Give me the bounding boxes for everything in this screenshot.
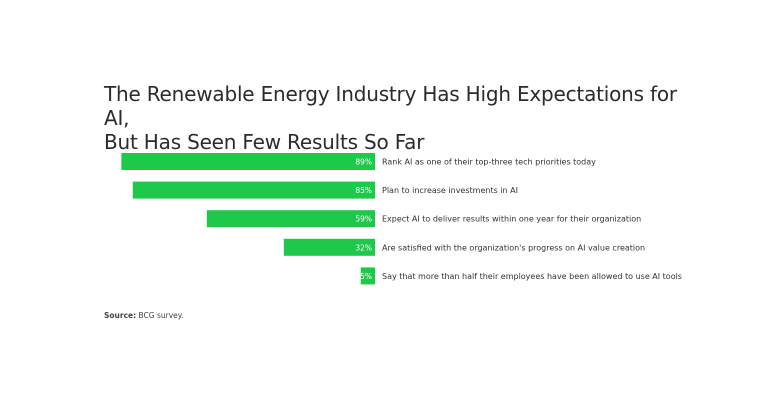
source-label: Source: [104, 311, 137, 320]
bar-1 [121, 153, 375, 170]
chart-title-line-2: But Has Seen Few Results So Far [104, 130, 425, 154]
bar-2 [132, 181, 375, 199]
bar-value-label-3: 59% [355, 215, 372, 224]
bar-5 [360, 267, 375, 285]
category-label-4: Are satisfied with the organization's pr… [382, 243, 645, 252]
bar-4 [283, 238, 375, 256]
source-note: Source: BCG survey. [104, 311, 184, 320]
category-label-5: Say that more than half their employees … [382, 272, 682, 281]
category-label-3: Expect AI to deliver results within one … [382, 215, 641, 224]
chart-title: The Renewable Energy Industry Has High E… [104, 82, 704, 154]
bar-3 [206, 210, 375, 228]
bar-value-label-1: 89% [355, 158, 372, 167]
category-label-1: Rank AI as one of their top-three tech p… [382, 158, 596, 167]
source-text: BCG survey. [138, 311, 184, 320]
chart-title-line-1: The Renewable Energy Industry Has High E… [104, 82, 677, 130]
category-label-2: Plan to increase investments in AI [382, 186, 518, 195]
bar-value-label-4: 32% [355, 243, 372, 252]
bar-value-label-5: 5% [360, 272, 372, 281]
bar-value-label-2: 85% [355, 186, 372, 195]
